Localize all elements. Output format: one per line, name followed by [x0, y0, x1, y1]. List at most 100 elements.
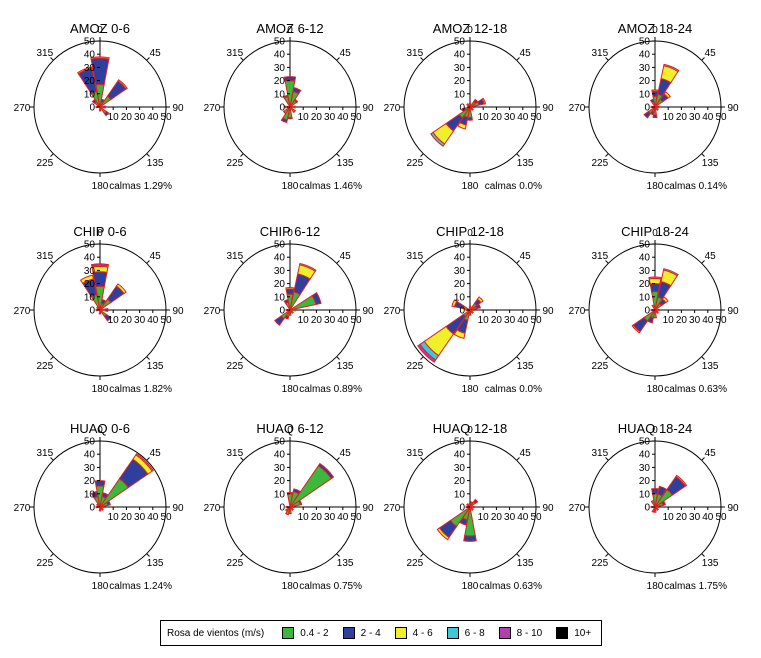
chart-title: AMOZ 0-6 — [70, 21, 130, 36]
radial-tick-label-east: 40 — [337, 112, 349, 123]
angle-tick — [336, 57, 340, 61]
radial-tick-label-north: 40 — [454, 450, 466, 461]
angle-tick — [240, 260, 244, 264]
angle-tick — [420, 260, 424, 264]
angle-tick — [420, 57, 424, 61]
angle-label: 315 — [592, 448, 609, 459]
petal-segment — [466, 103, 471, 108]
calms-label: calmas 1.24% — [109, 581, 172, 592]
radial-tick-label-north: 0 — [279, 306, 285, 317]
radial-tick-label-north: 40 — [84, 50, 96, 61]
petal-segment — [652, 309, 658, 319]
petal-segment — [468, 305, 472, 311]
radial-tick-label-north: 30 — [454, 63, 466, 74]
radial-tick-label-north: 20 — [274, 279, 286, 290]
legend-swatch — [556, 627, 569, 639]
petal-segment — [79, 274, 95, 285]
radial-tick-label-north: 10 — [274, 489, 286, 500]
radial-tick-label-north: 30 — [84, 63, 96, 74]
petal-segment — [317, 462, 335, 480]
radial-tick-label-east: 40 — [337, 512, 349, 523]
chart-title: AMOZ 6-12 — [256, 21, 323, 36]
angle-tick — [701, 356, 705, 360]
angle-label: 315 — [37, 251, 54, 262]
angle-label: 45 — [705, 251, 717, 262]
petal-segment — [299, 262, 317, 272]
radial-tick-label-north: 30 — [454, 266, 466, 277]
legend-label: 10+ — [574, 627, 592, 639]
petal-segment — [654, 105, 660, 109]
petal-segment — [663, 63, 680, 73]
angle-label: 90 — [172, 103, 184, 114]
radial-tick-label-north: 10 — [454, 489, 466, 500]
radial-tick-label-north: 50 — [84, 437, 96, 448]
petal-segment — [103, 110, 110, 117]
angle-label: 180 — [462, 181, 479, 192]
angle-label: 135 — [337, 558, 354, 569]
petal-segment — [654, 106, 659, 111]
angle-label: 225 — [407, 558, 424, 569]
angle-label: 180 — [92, 384, 109, 395]
angle-label: 225 — [37, 361, 54, 372]
angle-label: 225 — [37, 558, 54, 569]
angle-label: 45 — [705, 48, 717, 59]
radial-tick-label-north: 30 — [84, 463, 96, 474]
radial-tick-label-north: 50 — [84, 37, 96, 48]
petal-segment — [99, 506, 104, 511]
petal-segment — [289, 106, 297, 114]
legend-swatch — [498, 627, 511, 639]
chart-title: CHIP 6-12 — [260, 224, 320, 239]
petal-segment — [457, 121, 467, 130]
radial-tick-label-north: 0 — [459, 103, 465, 114]
radial-tick-label-east: 10 — [108, 512, 120, 523]
angle-label: 45 — [520, 448, 532, 459]
radial-tick-label-north: 30 — [639, 266, 651, 277]
radial-tick-label-east: 30 — [324, 315, 336, 326]
angle-tick — [240, 153, 244, 157]
radial-tick-label-north: 0 — [459, 503, 465, 514]
radial-tick-label-east: 30 — [134, 315, 146, 326]
petal-segment — [468, 309, 472, 316]
angle-label: 315 — [592, 251, 609, 262]
radial-tick-label-east: 10 — [298, 112, 310, 123]
radial-tick-label-east: 10 — [108, 315, 120, 326]
petal-segment — [92, 271, 108, 288]
angle-label: 45 — [340, 251, 352, 262]
petal-segment — [473, 98, 479, 104]
radial-tick-label-north: 40 — [274, 450, 286, 461]
angle-tick — [146, 260, 150, 264]
angle-label: 0 — [467, 425, 473, 436]
angle-label: 90 — [362, 103, 374, 114]
angle-tick — [605, 356, 609, 360]
angle-label: 270 — [14, 306, 31, 317]
radial-tick-label-north: 0 — [459, 306, 465, 317]
angle-tick — [336, 356, 340, 360]
angle-label: 90 — [362, 306, 374, 317]
calms-label: calmas 0.14% — [664, 181, 727, 192]
petal-segment — [287, 116, 293, 120]
angle-label: 90 — [727, 103, 739, 114]
angle-label: 225 — [37, 158, 54, 169]
radial-tick-label-north: 10 — [454, 89, 466, 100]
angle-tick — [240, 57, 244, 61]
angle-tick — [605, 457, 609, 461]
angle-label: 270 — [204, 103, 221, 114]
petal-segment — [654, 506, 659, 511]
petal-segment — [293, 98, 299, 104]
angle-label: 45 — [340, 48, 352, 59]
radial-tick-label-north: 20 — [84, 476, 96, 487]
radial-tick-label-north: 30 — [454, 463, 466, 474]
angle-label: 0 — [467, 228, 473, 239]
petal-segment — [100, 98, 106, 104]
radial-tick-label-east: 40 — [702, 315, 714, 326]
angle-label: 0 — [467, 25, 473, 36]
angle-tick — [701, 153, 705, 157]
radial-tick-label-east: 40 — [517, 112, 529, 123]
radial-tick-label-north: 20 — [639, 279, 651, 290]
radial-tick-label-east: 40 — [147, 112, 159, 123]
legend-entry: 6 - 8 — [446, 627, 485, 639]
angle-label: 180 — [92, 181, 109, 192]
radial-tick-label-north: 0 — [89, 103, 95, 114]
